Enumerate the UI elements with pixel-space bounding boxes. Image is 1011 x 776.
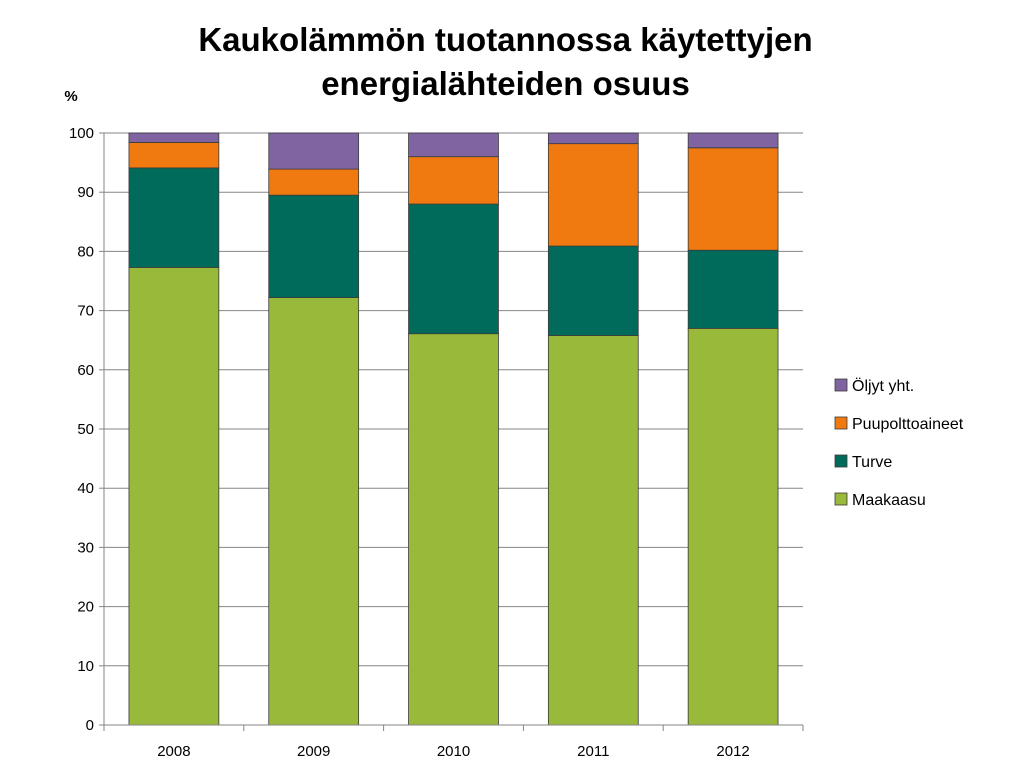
x-tick-label: 2010 [437,743,470,760]
y-tick-label: 30 [77,539,94,556]
legend-swatch [834,378,848,392]
legend-swatch [834,416,848,430]
x-tick-label: 2008 [157,743,190,760]
bar-segment-2009-maakaasu [268,297,360,726]
y-axis-label: % [64,88,77,105]
y-tick-label: 90 [77,184,94,201]
legend-label: Turve [852,454,892,471]
bars [128,132,779,726]
bar-segment-2008-öljyt-yht- [128,132,220,143]
bar-segment-2011-maakaasu [547,335,639,726]
y-tick-label: 40 [77,480,94,497]
chart-title: Kaukolämmön tuotannossa käytettyjen ener… [198,21,813,102]
legend: Öljyt yht. Puupolttoaineet Turve Maakaasu [834,377,964,509]
bar-segment-2012-maakaasu [687,327,779,726]
legend-swatch [834,454,848,468]
y-tick-label: 60 [77,362,94,379]
bar-segment-2011-puupolttoaineet [547,143,639,247]
bar-segment-2012-turve [687,249,779,329]
bar-segment-2011-turve [547,245,639,336]
x-tick-label: 2009 [297,743,330,760]
y-tick-label: 0 [86,717,94,734]
bar-segment-2008-maakaasu [128,266,220,726]
legend-label: Puupolttoaineet [852,416,964,433]
bar-segment-2009-puupolttoaineet [268,168,360,196]
y-tick-label: 10 [77,658,94,675]
bar-segment-2012-puupolttoaineet [687,147,779,251]
y-tick-label: 80 [77,243,94,260]
bar-segment-2010-turve [408,203,499,335]
legend-swatch [834,492,848,506]
y-tick-label: 20 [77,599,94,616]
bar-segment-2008-puupolttoaineet [128,142,220,169]
y-tick-label: 50 [77,421,94,438]
bar-segment-2008-turve [128,167,220,268]
bar-segment-2010-öljyt-yht- [408,132,499,158]
legend-label: Öljyt yht. [852,377,914,395]
bar-segment-2009-turve [268,194,360,298]
x-tick-label: 2012 [716,743,749,760]
y-tick-label: 70 [77,303,94,320]
bar-segment-2012-öljyt-yht- [687,132,779,149]
bar-segment-2010-puupolttoaineet [408,156,499,205]
x-tick-label: 2011 [577,743,609,760]
legend-label: Maakaasu [852,492,926,509]
y-tick-label: 100 [69,125,94,142]
bar-segment-2011-öljyt-yht- [547,132,639,145]
bar-segment-2009-öljyt-yht- [268,132,360,170]
bar-segment-2010-maakaasu [408,333,499,726]
axes: 0 10 20 30 40 50 60 70 80 90 100% 2008 2009 2010 2011 2… [64,88,804,760]
